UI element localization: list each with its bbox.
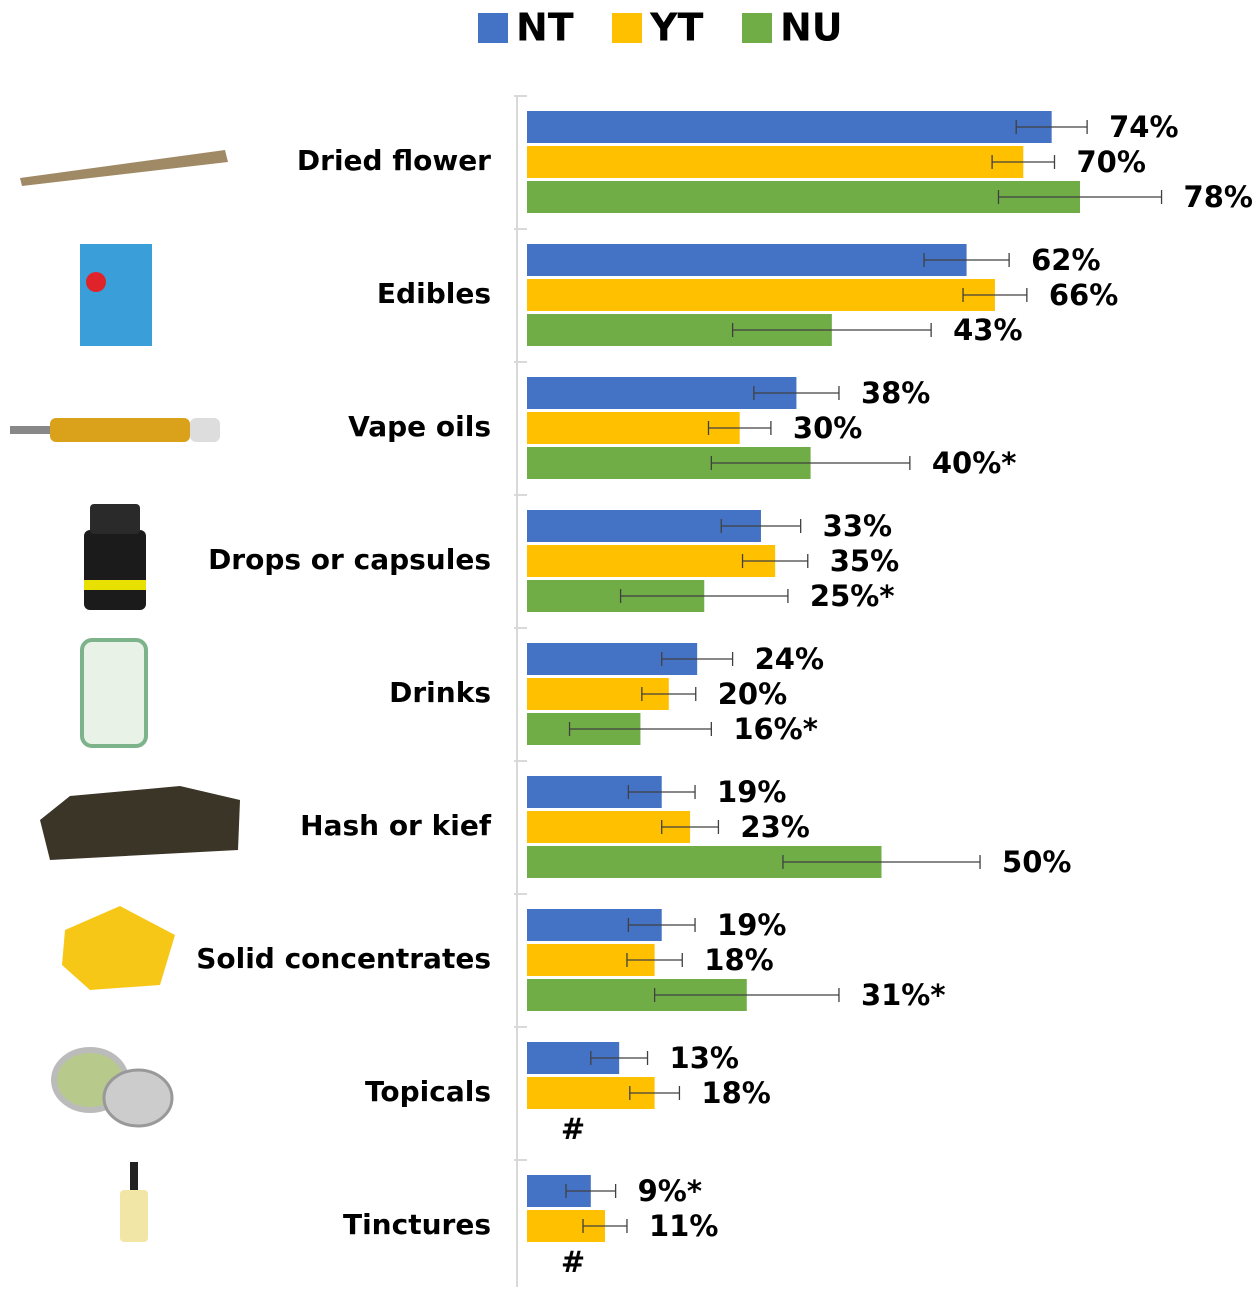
value-label: 23%	[740, 810, 809, 844]
value-label: 25%*	[810, 579, 895, 613]
legend-swatch	[742, 13, 772, 43]
value-label: 78%	[1184, 180, 1253, 214]
bar	[527, 244, 967, 276]
category-label: Drops or capsules	[208, 543, 491, 576]
value-label: 33%	[823, 509, 892, 543]
icon-edible-bag	[80, 244, 152, 346]
icon-bottle-label	[84, 580, 146, 590]
icon-bottle-cap	[90, 504, 140, 534]
value-label: 50%	[1002, 845, 1071, 879]
icon-dropper	[130, 1162, 138, 1190]
value-label: 74%	[1109, 110, 1178, 144]
value-label: 43%	[953, 313, 1022, 347]
icon-hash	[40, 786, 240, 860]
product-icons	[10, 150, 240, 1242]
bar	[527, 412, 740, 444]
value-label: 19%	[717, 775, 786, 809]
chart: NT YT NU Dried flower 74%70% 78% Edibles 62%66%…	[0, 0, 1259, 1287]
legend-label: YT	[649, 6, 704, 50]
icon-dropper-bottle	[120, 1190, 148, 1242]
value-label: 18%	[704, 943, 773, 977]
value-label: 9%*	[638, 1174, 702, 1208]
value-label: 38%	[861, 376, 930, 410]
category-label: Tinctures	[343, 1208, 491, 1241]
value-label: 13%	[670, 1041, 739, 1075]
legend-label: NT	[516, 6, 574, 50]
bar	[527, 146, 1023, 178]
category-label: Hash or kief	[300, 809, 492, 842]
value-label: 66%	[1049, 278, 1118, 312]
icon-tin-lid	[104, 1070, 172, 1126]
value-label: 70%	[1076, 145, 1145, 179]
value-label: 16%*	[733, 712, 818, 746]
value-label: 35%	[830, 544, 899, 578]
icon-vape-body	[50, 418, 190, 442]
bar	[527, 545, 775, 577]
bar	[527, 181, 1080, 213]
legend-swatch	[612, 13, 642, 43]
icon-vape-end	[190, 418, 220, 442]
bar	[527, 279, 995, 311]
legend-swatch	[478, 13, 508, 43]
category-label: Vape oils	[348, 410, 491, 443]
bar	[527, 111, 1052, 143]
value-label: 31%*	[861, 978, 946, 1012]
value-label: 30%	[793, 411, 862, 445]
missing-label: #	[561, 1112, 585, 1146]
category-label: Dried flower	[297, 144, 491, 177]
category-label: Topicals	[365, 1075, 491, 1108]
category-label: Solid concentrates	[196, 942, 491, 975]
value-label: 11%	[649, 1209, 718, 1243]
icon-edible-logo	[86, 272, 106, 292]
icon-joint	[20, 150, 228, 186]
legend-label: NU	[780, 6, 843, 50]
category-label: Edibles	[377, 277, 491, 310]
missing-label: #	[561, 1245, 585, 1279]
icon-concentrate	[62, 906, 175, 990]
value-label: 62%	[1031, 243, 1100, 277]
value-label: 18%	[701, 1076, 770, 1110]
category-label: Drinks	[389, 676, 491, 709]
value-label: 40%*	[932, 446, 1017, 480]
icon-bottle	[84, 530, 146, 610]
value-label: 20%	[718, 677, 787, 711]
icon-can	[82, 640, 146, 746]
icon-vape-tip	[10, 426, 50, 434]
value-label: 24%	[755, 642, 824, 676]
value-label: 19%	[717, 908, 786, 942]
